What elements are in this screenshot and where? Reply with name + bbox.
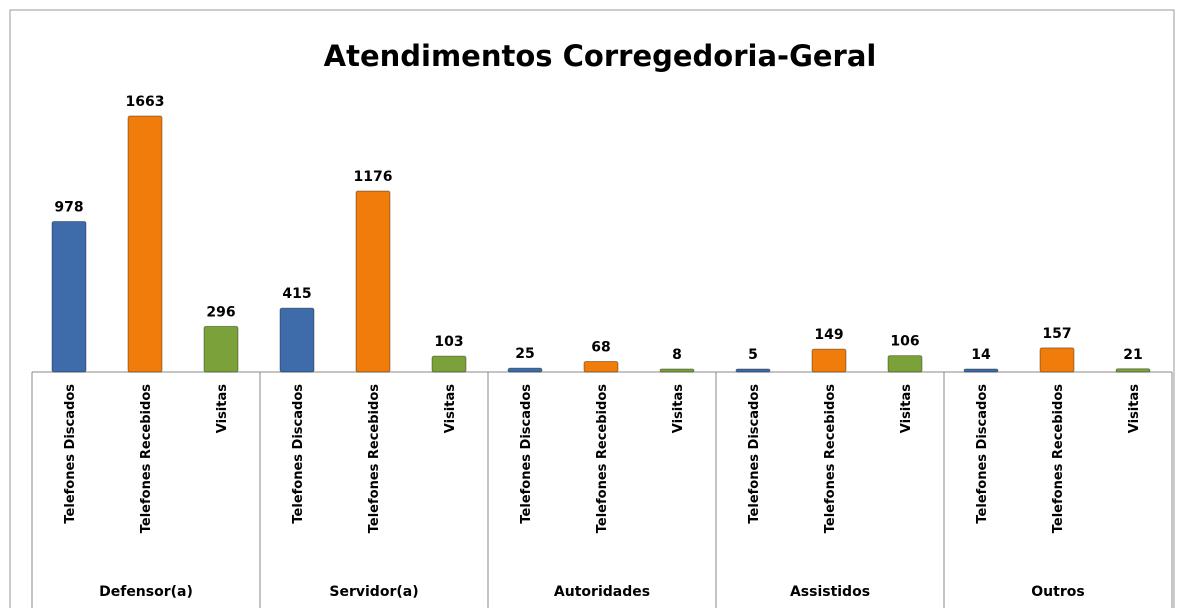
bar	[355, 190, 391, 373]
bar	[583, 361, 619, 373]
group-label: Defensor(a)	[99, 584, 193, 600]
value-label: 5	[748, 347, 758, 363]
value-label: 103	[434, 334, 463, 350]
value-label: 8	[672, 347, 682, 363]
bar	[887, 355, 923, 373]
value-label: 157	[1042, 326, 1071, 342]
bar	[431, 355, 467, 373]
sub-category-label: Visitas	[443, 384, 458, 433]
value-label: 25	[515, 346, 534, 362]
sub-category-label: Telefones Discados	[291, 384, 306, 524]
bar	[1039, 347, 1075, 373]
chart-frame	[9, 9, 1175, 608]
sub-category-label: Telefones Recebidos	[1051, 384, 1066, 534]
sub-category-label: Telefones Recebidos	[139, 384, 154, 534]
group-label: Outros	[1031, 584, 1084, 600]
sub-category-label: Telefones Recebidos	[823, 384, 838, 534]
sub-category-label: Telefones Discados	[63, 384, 78, 524]
value-label: 1176	[354, 169, 393, 185]
group-label: Servidor(a)	[329, 584, 418, 600]
sub-category-label: Visitas	[215, 384, 230, 433]
sub-category-label: Telefones Recebidos	[367, 384, 382, 534]
bar	[507, 367, 543, 373]
value-label: 978	[54, 199, 83, 215]
group-label: Assistidos	[790, 584, 870, 600]
value-label: 106	[890, 334, 919, 350]
sub-category-label: Telefones Discados	[975, 384, 990, 524]
bar	[735, 368, 771, 373]
value-label: 21	[1123, 347, 1142, 363]
chart-title: Atendimentos Corregedoria-Geral	[324, 39, 877, 73]
bar	[1115, 368, 1151, 373]
value-label: 296	[206, 304, 235, 320]
sub-category-label: Visitas	[899, 384, 914, 433]
bar	[203, 325, 239, 373]
group-label: Autoridades	[554, 584, 650, 600]
value-label: 149	[814, 327, 843, 343]
bar	[279, 307, 315, 373]
sub-category-label: Visitas	[1127, 384, 1142, 433]
bar	[51, 220, 87, 373]
value-label: 14	[971, 347, 991, 363]
bar	[659, 368, 695, 373]
value-label: 1663	[126, 94, 165, 110]
value-label: 68	[591, 340, 610, 356]
bar	[963, 368, 999, 373]
sub-category-label: Visitas	[671, 384, 686, 433]
bar	[127, 115, 163, 373]
value-label: 415	[282, 286, 311, 302]
sub-category-label: Telefones Discados	[747, 384, 762, 524]
sub-category-label: Telefones Discados	[519, 384, 534, 524]
bar	[811, 348, 847, 373]
sub-category-label: Telefones Recebidos	[595, 384, 610, 534]
